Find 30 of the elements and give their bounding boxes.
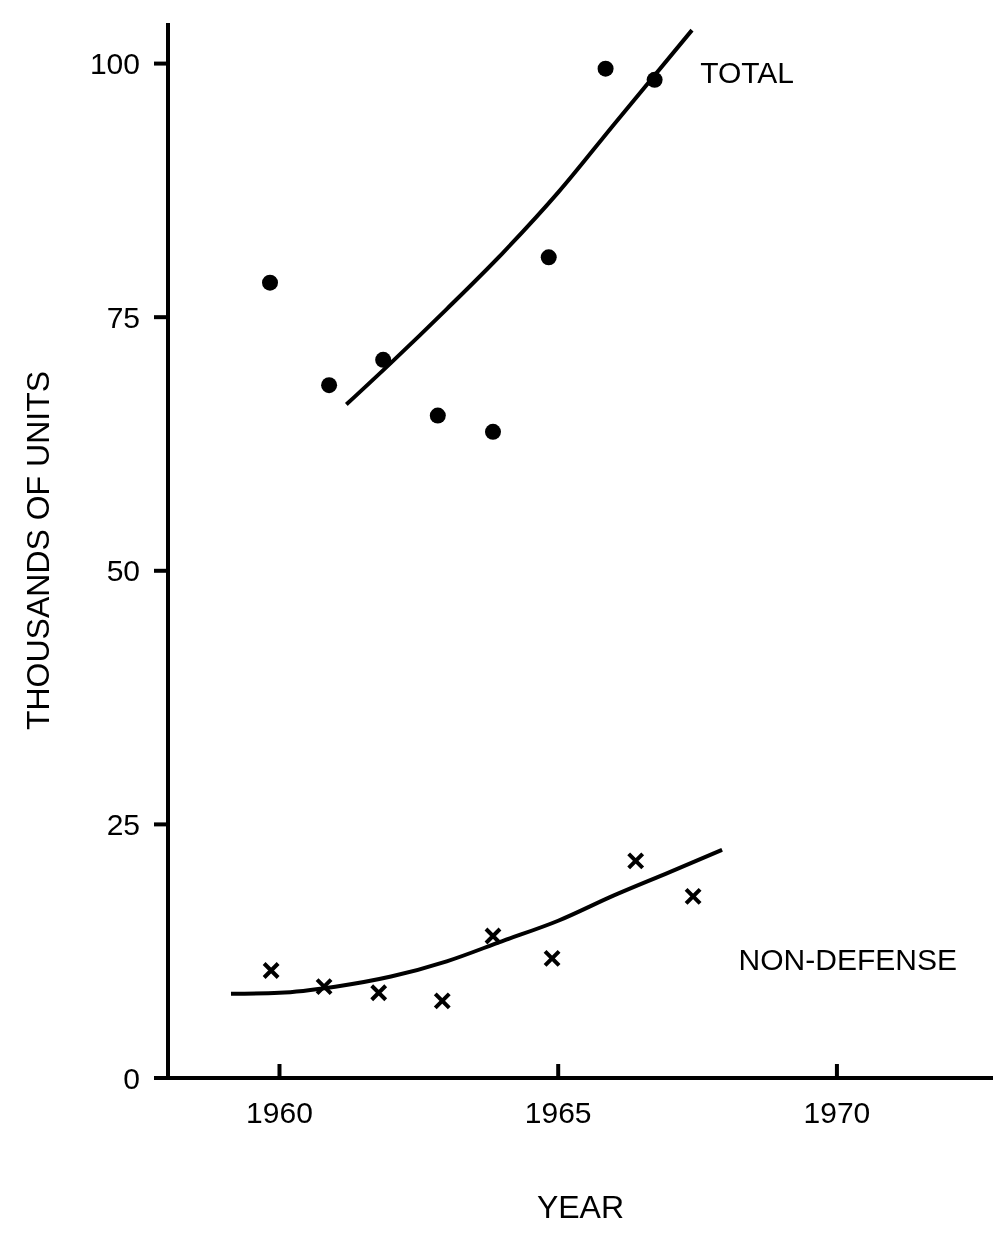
point [369, 983, 388, 1002]
point [262, 274, 279, 291]
y-tick-label: 100 [89, 47, 140, 81]
point [543, 949, 562, 968]
point [626, 851, 645, 870]
point [315, 977, 334, 996]
y-tick-label: 50 [106, 554, 140, 588]
line-series [344, 28, 694, 407]
y-axis-title: THOUSANDS OF UNITS [20, 370, 57, 731]
point [262, 961, 281, 980]
point [540, 249, 557, 266]
y-tick-label: 25 [106, 808, 140, 842]
point [429, 407, 446, 424]
series-label: TOTAL [700, 56, 795, 90]
series-label: NON-DEFENSE [738, 942, 957, 976]
point [433, 991, 452, 1010]
x-tick-label: 1960 [246, 1096, 313, 1130]
y-tick-label: 0 [123, 1061, 140, 1095]
point [483, 926, 502, 945]
point [646, 71, 663, 88]
x-axis-title: YEAR [536, 1189, 625, 1225]
point [321, 377, 338, 394]
point [484, 423, 501, 440]
point [375, 351, 392, 368]
point [597, 60, 614, 77]
x-tick-label: 1965 [524, 1096, 592, 1130]
y-tick-label: 75 [106, 300, 140, 334]
x-tick-label: 1970 [803, 1096, 871, 1130]
line-series [228, 847, 725, 996]
point [684, 887, 703, 906]
